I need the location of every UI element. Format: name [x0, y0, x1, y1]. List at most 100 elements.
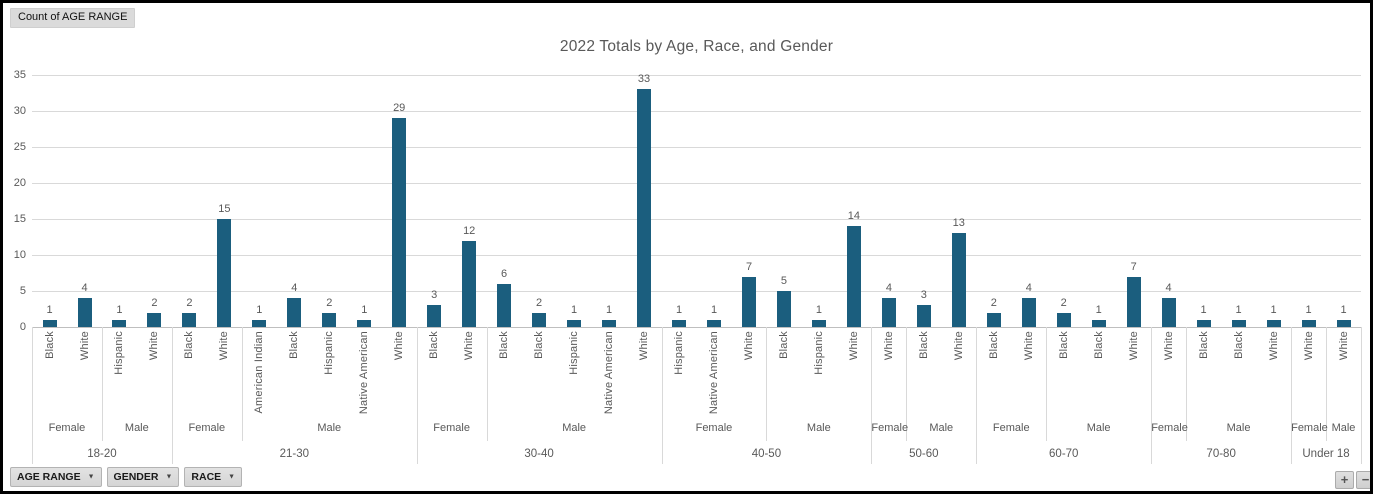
bar-black[interactable] — [1196, 319, 1211, 327]
x-axis-race-label: Native American — [697, 331, 732, 414]
bar-white[interactable] — [1161, 298, 1176, 327]
bar-hispanic[interactable] — [672, 319, 686, 327]
x-axis-gender-label: Male — [929, 422, 954, 434]
bar-black[interactable] — [287, 298, 302, 327]
x-axis-line — [32, 327, 1361, 328]
age-group-divider — [32, 327, 33, 464]
x-axis-race-label: White — [1151, 331, 1186, 413]
collapse-field-button[interactable]: − — [1356, 471, 1373, 489]
data-label: 4 — [1165, 282, 1172, 295]
bar-black[interactable] — [986, 312, 1001, 327]
x-axis-race-label: White — [941, 331, 976, 413]
x-axis-race-label: White — [732, 331, 767, 413]
bar-native-american[interactable] — [707, 319, 721, 327]
bar-black[interactable] — [1091, 319, 1106, 327]
data-label: 3 — [431, 289, 438, 302]
data-label: 13 — [952, 217, 965, 230]
race-field-button[interactable]: RACE ▼ — [184, 467, 243, 487]
race-label-text: Native American — [603, 331, 616, 415]
race-label-text: White — [218, 331, 231, 361]
bar-black[interactable] — [427, 305, 442, 327]
x-axis-race-label: White — [836, 331, 871, 413]
bar-black[interactable] — [1056, 312, 1071, 327]
bar-black[interactable] — [916, 305, 931, 327]
bar-white[interactable] — [392, 118, 407, 327]
bar-white[interactable] — [951, 233, 966, 327]
x-axis-race-label: White — [1291, 331, 1326, 413]
data-label: 6 — [501, 267, 508, 280]
pivot-value-field-button[interactable]: Count of AGE RANGE — [10, 8, 136, 28]
gridline — [32, 255, 1361, 256]
x-axis-race-label: White — [452, 331, 487, 413]
data-label: 1 — [710, 303, 718, 316]
axis-field-button-row: AGE RANGE ▼ GENDER ▼ RACE ▼ — [10, 467, 243, 487]
bar-hispanic[interactable] — [811, 319, 826, 327]
expand-field-button[interactable]: + — [1335, 471, 1354, 489]
bar-american-indian[interactable] — [252, 319, 267, 327]
bar-white[interactable] — [217, 219, 232, 327]
age-group-divider — [171, 327, 173, 464]
bar-native-american[interactable] — [357, 319, 372, 327]
bar-white[interactable] — [1266, 319, 1281, 327]
data-label: 4 — [885, 282, 892, 295]
x-axis-gender-label: Male — [124, 422, 149, 434]
race-label-text: Black — [917, 331, 930, 359]
data-label: 1 — [675, 303, 683, 316]
bar-black[interactable] — [532, 312, 547, 327]
bar-white[interactable] — [1021, 298, 1036, 327]
data-label: 1 — [46, 303, 53, 316]
x-axis-gender-label: Female — [433, 422, 470, 434]
gender-group-divider — [101, 327, 103, 441]
age-group-divider — [661, 327, 663, 464]
data-label: 1 — [116, 303, 123, 316]
data-label: 1 — [361, 303, 368, 316]
bar-native-american[interactable] — [602, 319, 617, 327]
bar-black[interactable] — [42, 319, 57, 327]
race-label-text: Hispanic — [812, 331, 825, 375]
x-axis-race-label: Black — [172, 331, 207, 413]
bar-white[interactable] — [462, 240, 477, 327]
bar-hispanic[interactable] — [322, 312, 337, 327]
bar-hispanic[interactable] — [112, 319, 127, 327]
bar-white[interactable] — [147, 312, 162, 327]
data-label: 1 — [1095, 303, 1102, 316]
bar-white[interactable] — [1336, 319, 1351, 327]
bar-white[interactable] — [637, 89, 651, 327]
x-axis-gender-label: Male — [317, 422, 342, 434]
gender-field-button[interactable]: GENDER ▼ — [106, 467, 180, 487]
x-axis-race-label: American Indian — [242, 331, 277, 414]
bar-black[interactable] — [1231, 319, 1246, 327]
gender-field-label: GENDER — [113, 471, 159, 483]
race-label-text: White — [847, 331, 860, 361]
bar-black[interactable] — [776, 291, 791, 327]
bar-white[interactable] — [1126, 276, 1141, 327]
race-label-text: White — [1302, 331, 1315, 361]
race-label-text: American Indian — [253, 331, 266, 414]
age-group-divider — [871, 327, 873, 464]
bar-black[interactable] — [497, 283, 512, 327]
race-label-text: White — [393, 331, 406, 361]
bar-black[interactable] — [182, 312, 197, 327]
age-range-field-label: AGE RANGE — [17, 471, 81, 483]
x-axis-race-label: White — [1326, 331, 1361, 413]
bar-white[interactable] — [1301, 319, 1316, 327]
gender-group-divider — [906, 327, 908, 441]
x-axis-gender-label: Female — [1291, 422, 1328, 434]
bar-white[interactable] — [881, 298, 896, 327]
race-label-text: Native American — [358, 331, 371, 415]
y-axis-tick-label: 0 — [19, 321, 26, 333]
bar-hispanic[interactable] — [567, 319, 582, 327]
bar-white[interactable] — [77, 298, 92, 327]
race-label-text: White — [1022, 331, 1035, 361]
age-range-field-button[interactable]: AGE RANGE ▼ — [10, 467, 102, 487]
x-axis-race-label: Black — [417, 331, 452, 413]
data-label: 29 — [393, 102, 406, 115]
bar-white[interactable] — [846, 226, 861, 327]
gridline — [32, 111, 1361, 112]
data-label: 5 — [780, 275, 787, 287]
race-label-text: White — [638, 331, 651, 361]
gender-group-divider — [1186, 327, 1188, 441]
data-label: 33 — [637, 73, 651, 86]
data-label: 2 — [151, 296, 158, 309]
bar-white[interactable] — [742, 276, 756, 327]
